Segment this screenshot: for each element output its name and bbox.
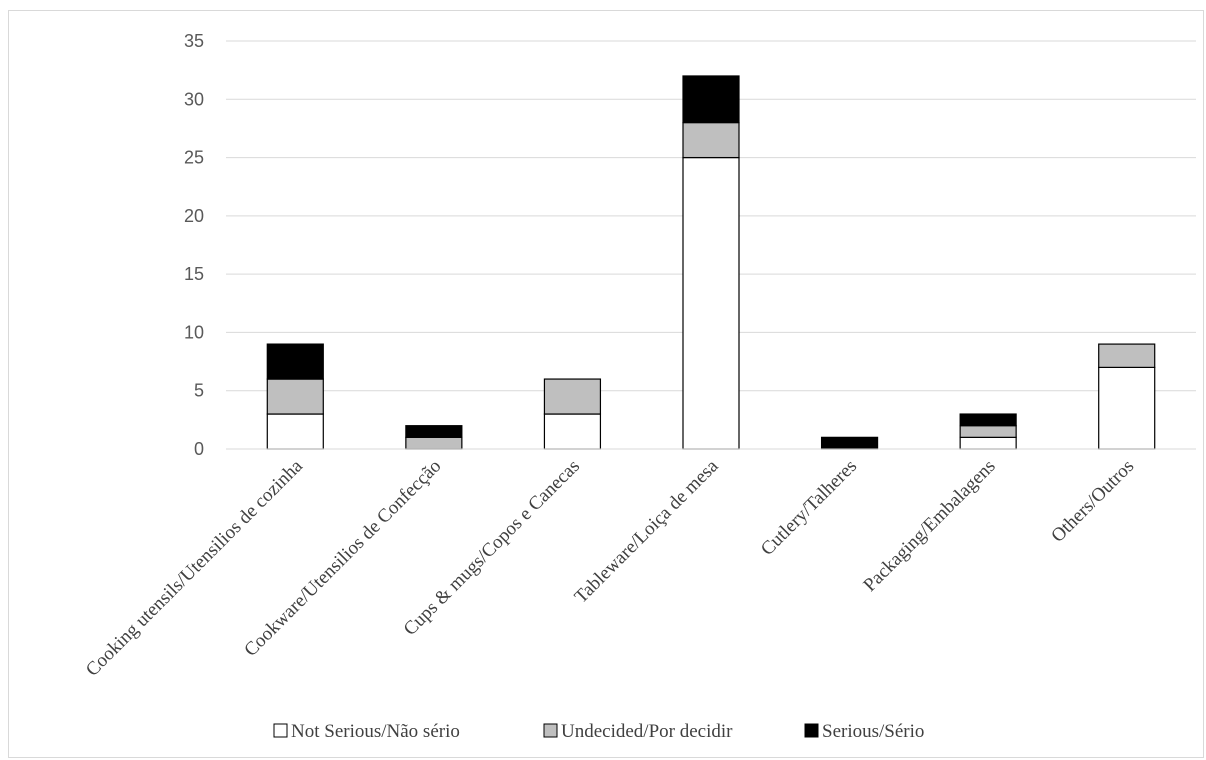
bar-segment: [959, 413, 1017, 427]
x-tick-label: Others/Outros: [1047, 456, 1138, 547]
bar-segment: [543, 378, 602, 415]
x-tick-label: Cutlery/Talheres: [757, 456, 861, 560]
legend-label: Serious/Sério: [822, 721, 924, 742]
bars: [266, 75, 1156, 450]
y-tick-label: 35: [184, 31, 204, 51]
bar-segment: [543, 413, 602, 450]
bar-segment: [959, 436, 1017, 450]
y-tick-label: 30: [184, 89, 204, 109]
legend-label: Not Serious/Não sério: [291, 721, 460, 742]
legend-swatch: [543, 723, 558, 738]
legend-swatch: [273, 723, 288, 738]
x-tick-label: Cooking utensils/Utensilios de cozinha: [82, 455, 307, 680]
legend: Not Serious/Não sério Undecided/Por decid…: [273, 721, 924, 742]
bar-segment: [405, 425, 463, 438]
bar-segment: [1098, 366, 1156, 450]
legend-item: Not Serious/Não sério: [273, 721, 460, 742]
bar-segment: [266, 343, 324, 380]
bar-segment: [266, 378, 324, 415]
bar-segment: [682, 156, 740, 450]
x-axis-ticks: Cooking utensils/Utensilios de cozinhaCo…: [82, 455, 1138, 680]
legend-item: Undecided/Por decidir: [543, 721, 733, 742]
bar-segment: [682, 121, 740, 159]
x-tick-label: Packaging/Embalagens: [859, 456, 999, 596]
y-tick-label: 5: [194, 381, 204, 401]
bar-segment: [959, 425, 1017, 438]
x-tick-label: Tableware/Loiça de mesa: [571, 455, 723, 607]
legend-item: Serious/Sério: [804, 721, 924, 742]
chart-container: [8, 10, 1204, 758]
bar-segment: [1098, 343, 1156, 369]
bar-segment: [405, 436, 463, 450]
legend-label: Undecided/Por decidir: [561, 721, 733, 742]
y-tick-label: 10: [184, 322, 204, 342]
bar-segment: [682, 75, 740, 124]
bar-segment: [820, 436, 879, 450]
y-tick-label: 15: [184, 264, 204, 284]
y-axis-ticks: 0 5 10 15 20 25 30 35: [184, 31, 204, 459]
bar-segment: [266, 413, 324, 450]
y-tick-label: 20: [184, 206, 204, 226]
y-tick-label: 0: [194, 439, 204, 459]
y-tick-label: 25: [184, 148, 204, 168]
legend-swatch: [804, 723, 819, 738]
